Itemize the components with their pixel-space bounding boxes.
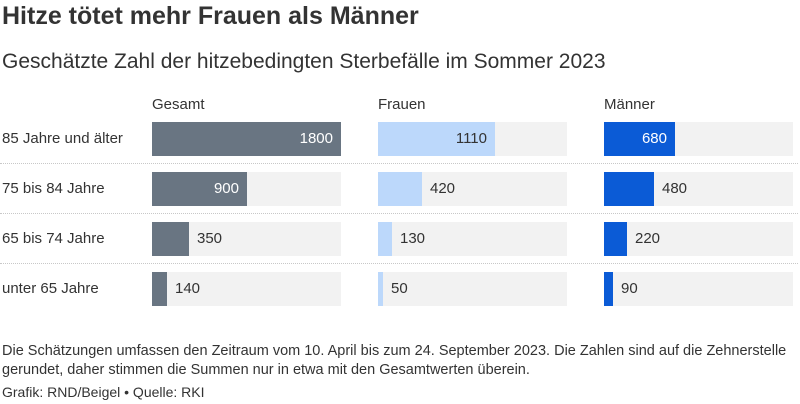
row-separator [0, 213, 798, 214]
row-label-75-84: 75 bis 84 Jahre [2, 180, 105, 197]
data-label-gesamt: 1800 [299, 130, 333, 147]
row-label-65-74: 65 bis 74 Jahre [2, 230, 105, 247]
bar-track-gesamt: 350 [152, 222, 341, 256]
data-label-maenner: 480 [662, 180, 688, 197]
bar-frauen [378, 272, 383, 306]
data-label-gesamt: 140 [175, 280, 201, 297]
data-label-gesamt: 350 [197, 230, 223, 247]
bar-track-frauen: 1110 [378, 122, 567, 156]
bar-maenner [604, 122, 675, 156]
data-label-maenner: 220 [635, 230, 661, 247]
bar-track-maenner: 480 [604, 172, 793, 206]
row-label-under65: unter 65 Jahre [2, 280, 99, 297]
bar-track-maenner: 220 [604, 222, 793, 256]
bar-gesamt [152, 172, 247, 206]
bar-track-frauen: 50 [378, 272, 567, 306]
bar-gesamt [152, 272, 167, 306]
row-label-85plus: 85 Jahre und älter [2, 130, 123, 147]
row-separator [0, 263, 798, 264]
column-header-maenner: Männer [604, 96, 655, 113]
bar-maenner [604, 222, 627, 256]
bar-track-maenner: 680 [604, 122, 793, 156]
bar-gesamt [152, 122, 341, 156]
chart-subtitle: Geschätzte Zahl der hitzebedingten Sterb… [2, 50, 606, 73]
bar-gesamt [152, 222, 189, 256]
bar-frauen [378, 122, 495, 156]
bar-maenner [604, 272, 613, 306]
source-credit: Grafik: RND/Beigel • Quelle: RKI [2, 384, 205, 400]
bar-frauen [378, 172, 422, 206]
data-label-frauen: 420 [430, 180, 456, 197]
bar-track-frauen: 130 [378, 222, 567, 256]
bar-track-gesamt: 140 [152, 272, 341, 306]
data-label-frauen: 130 [400, 230, 426, 247]
data-label-maenner: 680 [641, 130, 667, 147]
bar-track-gesamt: 1800 [152, 122, 341, 156]
data-label-frauen: 50 [391, 280, 408, 297]
bar-track-gesamt: 900 [152, 172, 341, 206]
column-header-frauen: Frauen [378, 96, 426, 113]
data-label-frauen: 1110 [455, 130, 487, 147]
data-label-gesamt: 900 [213, 180, 239, 197]
bar-maenner [604, 172, 654, 206]
data-label-maenner: 90 [621, 280, 638, 297]
column-header-gesamt: Gesamt [152, 96, 205, 113]
row-separator [0, 163, 798, 164]
bar-frauen [378, 222, 392, 256]
chart-title: Hitze tötet mehr Frauen als Männer [2, 2, 419, 30]
footnote: Die Schätzungen umfassen den Zeitraum vo… [2, 343, 787, 378]
bar-track-maenner: 90 [604, 272, 793, 306]
bar-track-frauen: 420 [378, 172, 567, 206]
